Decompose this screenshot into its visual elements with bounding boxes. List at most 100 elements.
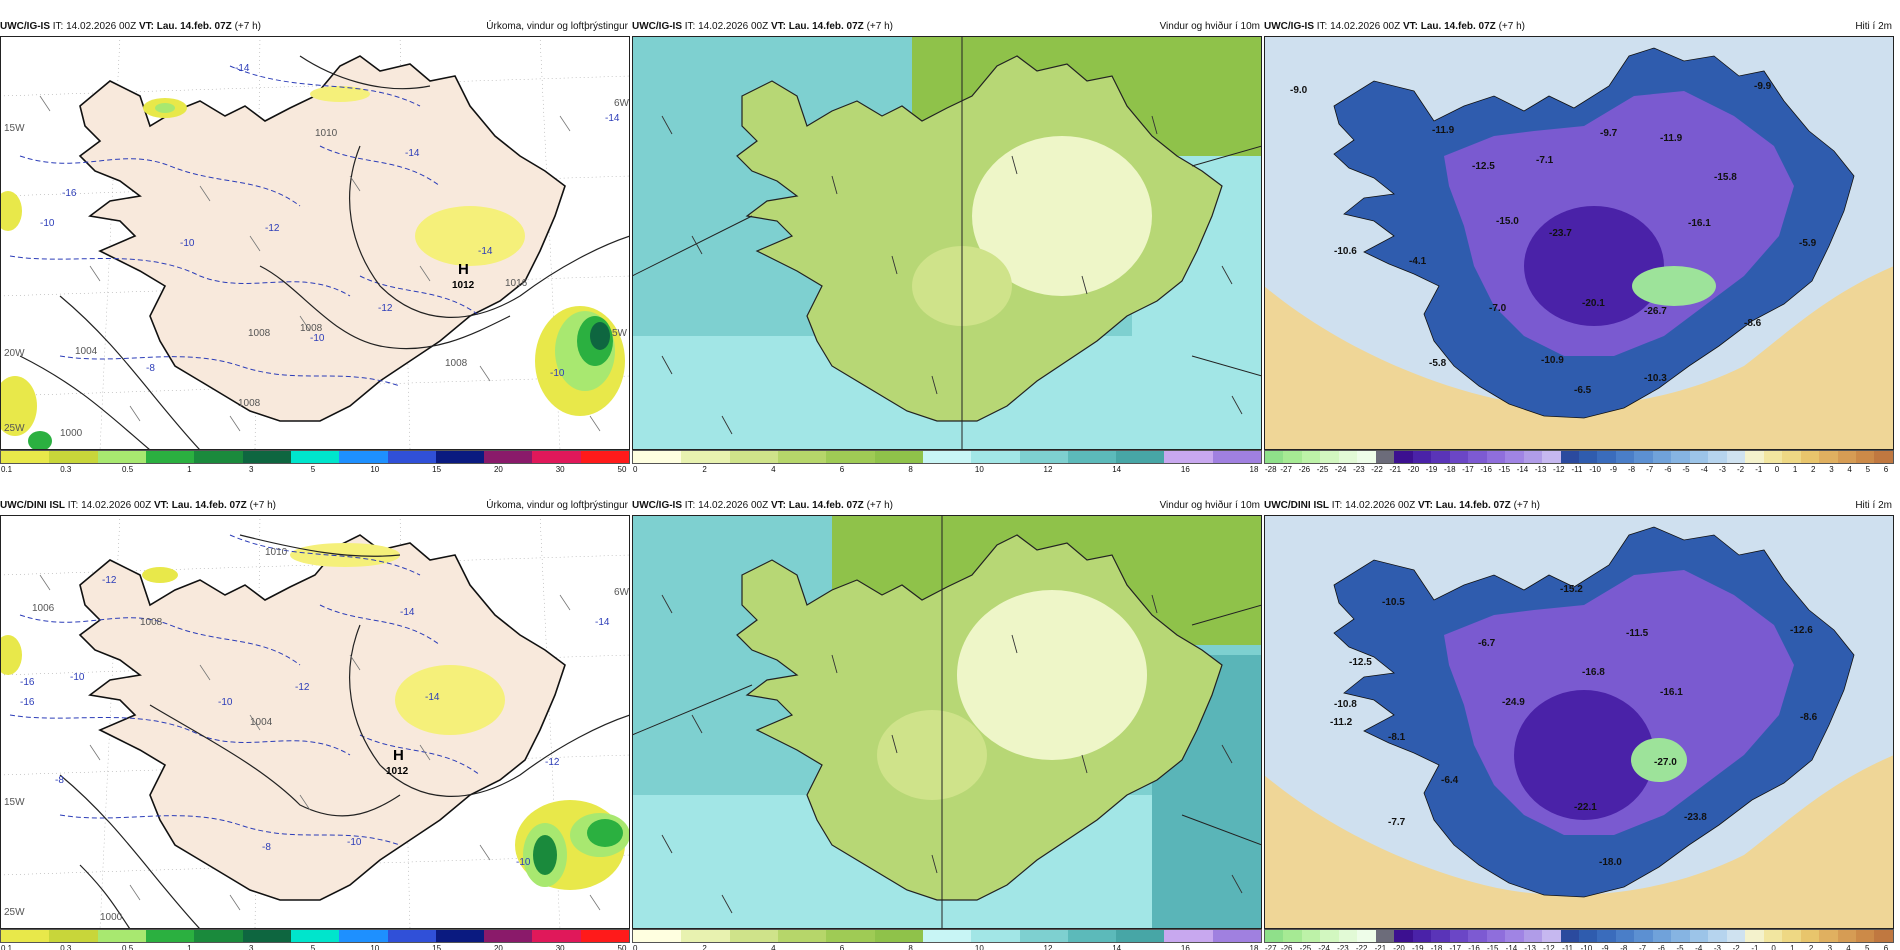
model-name: UWC/DINI ISL <box>1264 500 1329 511</box>
parameter-title: Vindur og hviður í 10m <box>1159 21 1260 32</box>
colorbar-tick-label: -6 <box>1664 465 1672 474</box>
colorbar-tick-label: -2 <box>1737 465 1745 474</box>
longitude-label: 20W <box>4 348 25 359</box>
colorbar-segment <box>1578 930 1598 942</box>
colorbar-tick-label: 14 <box>1112 944 1122 950</box>
high-pressure-marker: H <box>393 747 404 764</box>
colorbar-segment <box>1874 930 1893 942</box>
colorbar-segment <box>1800 451 1820 463</box>
panel-header: UWC/DINI ISL IT: 14.02.2026 00Z VT: Lau.… <box>1264 497 1894 515</box>
isotherm-label: -14 <box>425 692 440 703</box>
iceland-land <box>78 55 566 422</box>
colorbar-tick-label: -1 <box>1751 944 1759 950</box>
colorbar-segment <box>194 930 243 942</box>
colorbar-segment <box>1597 451 1616 463</box>
temperature-value: -8.6 <box>1744 318 1762 329</box>
lead-time: (+7 h) <box>866 500 893 511</box>
valid-time: Lau. 14.feb. 07Z <box>156 21 232 32</box>
colorbar-tick-label: 12 <box>1043 465 1053 474</box>
colorbar-tick-label: -24 <box>1318 944 1330 950</box>
temperature-colorbar-ticks: -28 -27 -26 -25 -24 -23 -22 -21 -20 -19 -18 -17 -16-… <box>1264 465 1894 477</box>
colorbar-segment <box>1164 451 1213 463</box>
colorbar-segment <box>1726 930 1746 942</box>
colorbar-segment <box>339 451 388 463</box>
valid-time: Lau. 14.feb. 07Z <box>1435 500 1511 511</box>
colorbar-tick-label: -26 <box>1280 944 1293 950</box>
temperature-value: -15.2 <box>1560 584 1583 595</box>
colorbar-tick-label: 6 <box>1883 465 1889 474</box>
temperature-map-canvas: -9.0 -9.9 -11.9 -12.5 -7.1 -9.7 -11.9 -1… <box>1264 36 1894 450</box>
colorbar-segment <box>1019 451 1068 463</box>
colorbar-segment <box>729 451 778 463</box>
panel-temp-top: UWC/IG-IS IT: 14.02.2026 00Z VT: Lau. 14… <box>1264 18 1894 478</box>
colorbar-tick-label: 20 <box>493 944 503 950</box>
colorbar-segment <box>1116 930 1165 942</box>
colorbar-tick-label: -5 <box>1682 465 1690 474</box>
colorbar-tick-label: 0 <box>633 944 638 950</box>
temperature-value: -10.3 <box>1644 373 1667 384</box>
colorbar-segment <box>1431 451 1450 463</box>
colorbar-tick-label: -19 <box>1412 944 1424 950</box>
colorbar-segment <box>1578 451 1598 463</box>
panel-header: UWC/IG-IS IT: 14.02.2026 00Z VT: Lau. 14… <box>632 497 1262 515</box>
model-name: UWC/IG-IS <box>1264 21 1314 32</box>
colorbar-tick-label: 6 <box>1883 944 1889 950</box>
colorbar-segment <box>145 930 195 942</box>
colorbar-tick-label: 15 <box>432 944 442 950</box>
colorbar-tick-label: -16 <box>1468 944 1480 950</box>
isotherm-label: -10 <box>70 672 85 683</box>
temperature-value: -23.7 <box>1549 228 1572 239</box>
colorbar-segment <box>1763 451 1783 463</box>
colorbar-segment <box>97 930 146 942</box>
colorbar-tick-label: 2 <box>702 944 707 950</box>
lead-time: (+7 h) <box>1513 500 1540 511</box>
colorbar-segment <box>1412 451 1432 463</box>
colorbar-segment <box>1782 451 1801 463</box>
colorbar-segment <box>1819 930 1838 942</box>
colorbar-tick-label: -8 <box>1627 465 1636 474</box>
colorbar-segment <box>633 451 682 463</box>
isotherm-label: -10 <box>310 333 325 344</box>
temperature-value: -6.4 <box>1441 775 1459 786</box>
panel-header: UWC/IG-IS IT: 14.02.2026 00Z VT: Lau. 14… <box>0 18 630 36</box>
isotherm-label: -16 <box>20 677 35 688</box>
isobar-label: 1016 <box>505 278 528 289</box>
inland-core-cold <box>1524 206 1664 326</box>
colorbar-tick-label: 30 <box>555 465 565 474</box>
colorbar-segment <box>1116 451 1165 463</box>
colorbar-segment <box>484 451 533 463</box>
colorbar-tick-label: -3 <box>1713 944 1722 950</box>
colorbar-tick-label: -11 <box>1571 465 1583 474</box>
valid-time-label: VT: <box>770 21 786 32</box>
colorbar-segment <box>1283 930 1302 942</box>
colorbar-segment <box>874 930 923 942</box>
colorbar-tick-label: 1 <box>187 944 192 950</box>
colorbar-segment <box>971 451 1020 463</box>
precip-map: H 1012 -14 -16 -10 -14 -12 -12 -10 -10 -… <box>0 36 630 450</box>
model-name: UWC/IG-IS <box>632 21 682 32</box>
longitude-label: 5W <box>612 328 628 339</box>
init-time: IT: 14.02.2026 00Z <box>52 21 137 32</box>
colorbar-segment <box>1394 930 1413 942</box>
wind-map-canvas <box>632 515 1262 929</box>
colorbar-tick-label: 4 <box>771 944 776 950</box>
colorbar-tick-label: 0.5 <box>122 944 134 950</box>
temperature-value: -12.6 <box>1790 625 1813 636</box>
isotherm-label: -14 <box>605 113 620 124</box>
colorbar-segment <box>1486 930 1506 942</box>
temperature-colorbar <box>1264 450 1894 464</box>
colorbar-tick-label: 12 <box>1043 944 1053 950</box>
isobar-label: 1008 <box>445 358 468 369</box>
colorbar-tick-label: 8 <box>908 465 913 474</box>
isobar-label: 1010 <box>265 547 288 558</box>
colorbar-tick-label: -15 <box>1498 465 1511 474</box>
temperature-value: -18.0 <box>1599 857 1622 868</box>
temperature-value: -11.9 <box>1432 125 1455 136</box>
colorbar-tick-label: -25 <box>1316 465 1329 474</box>
isobar-label: 1008 <box>140 617 163 628</box>
colorbar-tick-label: -27 <box>1280 465 1292 474</box>
colorbar-segment <box>1468 451 1487 463</box>
colorbar-segment <box>826 930 875 942</box>
colorbar-segment <box>145 451 195 463</box>
colorbar-segment <box>1523 451 1543 463</box>
